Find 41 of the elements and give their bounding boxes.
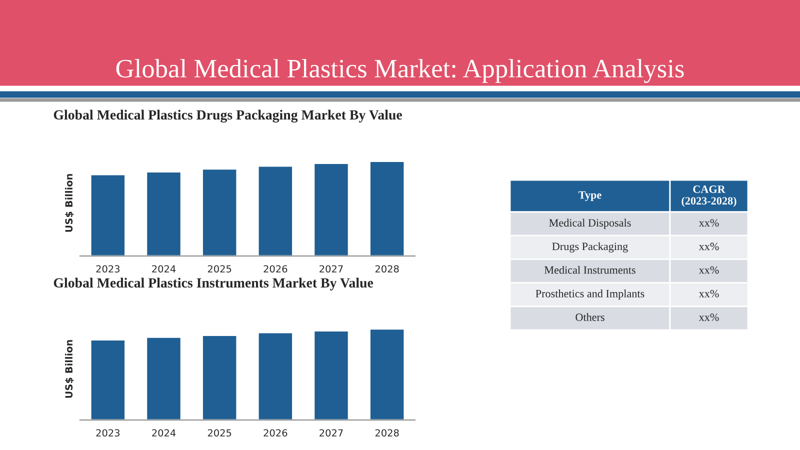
- category-label: Others: [576, 313, 604, 321]
- bar: [202, 168, 238, 256]
- x-tick-label: 2023: [96, 265, 120, 273]
- bar: [257, 165, 294, 256]
- text: xx%: [698, 242, 719, 250]
- bar: [369, 160, 406, 256]
- category-label: Medical Instruments: [544, 266, 636, 274]
- bar: [202, 334, 238, 420]
- text: xx%: [698, 219, 719, 227]
- text: xx%: [698, 266, 719, 274]
- bar: [369, 328, 406, 420]
- category-label: Type: [578, 191, 602, 202]
- chart-title: Global Medical Plastics Drugs Packaging Market By Value: [54, 110, 402, 123]
- bar: [313, 162, 350, 256]
- y-axis-title: US$ Billion: [65, 340, 74, 398]
- bar: [257, 332, 294, 420]
- y-axis-title: US$ Billion: [65, 174, 74, 232]
- x-tick-label: 2026: [264, 265, 288, 273]
- text: xx%: [698, 313, 719, 322]
- bar: [146, 171, 182, 256]
- bar: [146, 336, 182, 420]
- category-label: CAGR (2023-2028): [682, 186, 736, 207]
- category-label: Drugs Packaging: [552, 242, 628, 252]
- x-tick-label: 2025: [208, 429, 232, 437]
- x-tick-label: 2023: [96, 429, 120, 437]
- bar: [313, 330, 350, 420]
- x-tick-label: 2028: [375, 265, 399, 273]
- x-tick-label: 2028: [375, 429, 399, 437]
- category-label: Prosthetics and Implants: [536, 290, 644, 300]
- chart-title: Global Medical Plastics Instruments Market By Value: [54, 278, 374, 290]
- x-tick-label: 2025: [208, 265, 232, 273]
- x-tick-label: 2027: [320, 265, 343, 273]
- text: Global Medical Plastics Market: Application Analysis: [116, 58, 684, 84]
- bar: [90, 174, 126, 256]
- bar: [90, 339, 126, 420]
- x-tick-label: 2027: [320, 429, 343, 437]
- x-tick-label: 2024: [152, 429, 176, 437]
- text: xx%: [698, 290, 719, 298]
- x-tick-label: 2026: [264, 429, 288, 437]
- x-tick-label: 2024: [152, 265, 176, 273]
- category-label: Medical Disposals: [549, 218, 631, 229]
